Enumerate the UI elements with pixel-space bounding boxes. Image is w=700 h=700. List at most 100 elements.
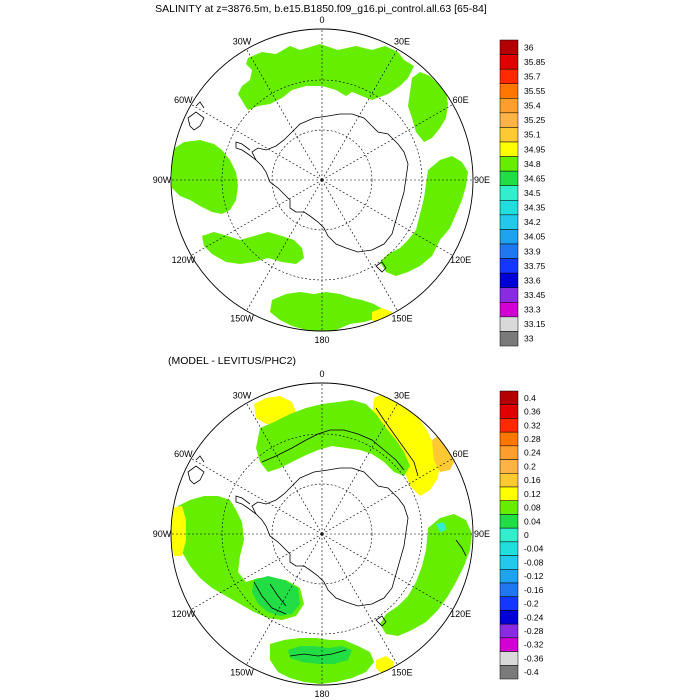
- longitude-label: 30W: [233, 390, 252, 400]
- colorbar-label: 33.3: [524, 305, 541, 315]
- panel1-field: [172, 44, 468, 331]
- colorbar-swatch: [499, 243, 519, 259]
- meridian-line: [246, 403, 323, 535]
- colorbar-label: 34.2: [524, 217, 541, 227]
- anomaly-green-indian-east: [380, 514, 472, 636]
- meridian-line: [246, 533, 323, 665]
- colorbar-label: 33.15: [524, 319, 546, 329]
- longitude-label: 150E: [391, 314, 412, 324]
- colorbar-swatch: [499, 582, 519, 597]
- colorbar-swatch: [499, 141, 519, 157]
- meridian-line: [246, 49, 323, 181]
- colorbar-swatch: [499, 98, 519, 114]
- colorbar-swatch: [499, 185, 519, 201]
- meridian-line: [191, 179, 323, 256]
- colorbar-swatch: [499, 610, 519, 625]
- meridian-line: [321, 179, 453, 256]
- colorbar-label: 33.6: [524, 275, 541, 285]
- colorbar-label: -0.16: [524, 585, 544, 595]
- colorbar-swatch: [499, 112, 519, 128]
- colorbar-label: 0.36: [524, 407, 541, 417]
- colorbar-swatch: [499, 83, 519, 99]
- colorbar-label: 34.35: [524, 203, 546, 213]
- panel2-boundary: [170, 382, 474, 686]
- colorbar-label: -0.12: [524, 571, 544, 581]
- colorbar-label: 0.04: [524, 516, 541, 526]
- colorbar-swatch: [499, 514, 519, 529]
- colorbar-swatch: [499, 170, 519, 186]
- colorbar-label: 0.24: [524, 448, 541, 458]
- colorbar-swatch: [499, 68, 519, 84]
- colorbar-label: 35.7: [524, 71, 541, 81]
- field-region-atlantic: [238, 44, 414, 110]
- meridian-line: [191, 533, 323, 610]
- meridian-line: [191, 458, 323, 535]
- meridian-line: [246, 179, 323, 311]
- antarctica-outline-2: [251, 467, 409, 607]
- panel2-colorbar: 0.4 0.36 0.32 0.28 0.24 0.2 0.16 0.12 0.08 0.04 0 -…: [499, 390, 544, 680]
- longitude-label: 0: [319, 369, 324, 379]
- newzealand-outline-2: [375, 615, 387, 627]
- panel2-title: (MODEL - LEVITUS/PHC2): [168, 355, 296, 367]
- meridian-line: [321, 533, 453, 610]
- colorbar-swatch: [499, 555, 519, 570]
- anomaly-teal-south: [288, 646, 352, 664]
- meridian-line: [321, 458, 453, 535]
- colorbar-swatch: [499, 418, 519, 433]
- colorbar-label: -0.36: [524, 653, 544, 663]
- colorbar-label: 34.65: [524, 173, 546, 183]
- colorbar-swatch: [499, 258, 519, 274]
- colorbar-swatch: [499, 486, 519, 501]
- panel1-longitude-labels: 0 30E 60E 90E 120E 150E 180 150W 120W 90W 60W 30W: [153, 15, 490, 345]
- colorbar-swatch: [499, 651, 519, 666]
- colorbar-label: 33: [524, 334, 534, 344]
- colorbar-swatch: [499, 404, 519, 419]
- colorbar-swatch: [499, 637, 519, 652]
- colorbar-label: 34.8: [524, 159, 541, 169]
- longitude-label: 150W: [230, 314, 254, 324]
- meridian-line: [321, 104, 453, 181]
- colorbar-label: -0.08: [524, 557, 544, 567]
- longitude-label: 90E: [474, 529, 490, 539]
- anomaly-teal-90e: [436, 522, 446, 532]
- colorbar-label: 0.4: [524, 393, 536, 403]
- colorbar-label: 33.75: [524, 261, 546, 271]
- longitude-label: 90W: [153, 529, 172, 539]
- colorbar-swatch: [499, 623, 519, 639]
- colorbar-label: -0.28: [524, 626, 544, 636]
- colorbar-label: 36: [524, 42, 534, 52]
- south-america-outline-2: [187, 455, 205, 485]
- colorbar-label: 33.9: [524, 246, 541, 256]
- newzealand-outline: [375, 261, 387, 273]
- panel2-grid: [171, 383, 473, 685]
- longitude-label: 180: [314, 689, 329, 699]
- colorbar-label: -0.2: [524, 599, 539, 609]
- field-region-pacific-far-west: [172, 140, 238, 214]
- colorbar-label: 33.45: [524, 290, 546, 300]
- longitude-label: 30E: [394, 390, 410, 400]
- panel2-longitude-labels: 0 30E 60E 90E 120E 150E 180 150W 120W 90W 60W 30W: [153, 369, 490, 699]
- colorbar-swatch: [499, 200, 519, 216]
- colorbar-swatch: [499, 431, 519, 447]
- field-region-pacific-south: [270, 292, 384, 331]
- colorbar-swatch: [499, 541, 519, 556]
- anomaly-yellow-90w: [171, 506, 186, 556]
- colorbar-label: -0.4: [524, 667, 539, 677]
- colorbar-label: 35.85: [524, 57, 546, 67]
- longitude-label: 0: [319, 15, 324, 25]
- panel2-map: 0 30E 60E 90E 120E 150E 180 150W 120W 90W 60W 30W: [153, 369, 490, 699]
- longitude-label: 30W: [233, 36, 252, 46]
- south-america-outline: [187, 101, 205, 131]
- colorbar-swatch: [499, 272, 519, 288]
- colorbar-label: 34.95: [524, 144, 546, 154]
- colorbar-label: 34.5: [524, 188, 541, 198]
- colorbar-label: -0.24: [524, 612, 544, 622]
- colorbar-label: 0.08: [524, 503, 541, 513]
- longitude-label: 150W: [230, 668, 254, 678]
- longitude-label: 90W: [153, 175, 172, 185]
- antarctica-outline: [251, 113, 409, 253]
- colorbar-swatch: [499, 459, 519, 474]
- meridian-line: [321, 179, 398, 311]
- longitude-label: 60E: [453, 95, 469, 105]
- colorbar-swatch: [499, 473, 519, 488]
